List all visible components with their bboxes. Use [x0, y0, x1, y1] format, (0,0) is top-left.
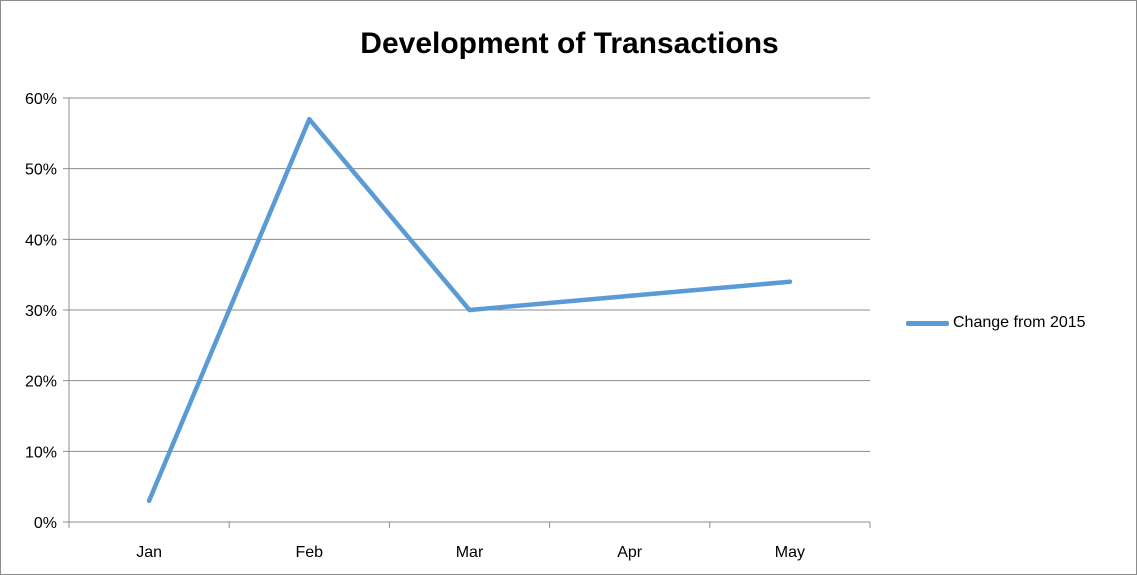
data-point	[307, 117, 312, 122]
y-tick-label: 10%	[25, 444, 57, 461]
x-tick-label: Jan	[136, 544, 162, 561]
x-tick-label: Mar	[456, 544, 484, 561]
data-point	[467, 307, 472, 313]
data-point	[627, 293, 632, 299]
legend: Change from 2015	[906, 314, 1086, 332]
x-tick-label: Apr	[617, 544, 643, 561]
chart-title: Development of Transactions	[360, 27, 779, 60]
y-tick-label: 60%	[25, 91, 57, 108]
x-tick-label: May	[775, 544, 805, 561]
y-tick-label: 0%	[34, 515, 57, 532]
data-point	[146, 498, 152, 503]
y-tick-label: 20%	[25, 374, 57, 391]
x-tick-label: Feb	[296, 544, 324, 561]
y-tick-label: 40%	[25, 232, 57, 249]
y-tick-label: 50%	[25, 162, 57, 179]
legend-line-swatch	[906, 320, 949, 326]
y-tick-label: 30%	[25, 303, 57, 320]
data-point	[787, 279, 793, 284]
legend-label: Change from 2015	[953, 314, 1086, 331]
